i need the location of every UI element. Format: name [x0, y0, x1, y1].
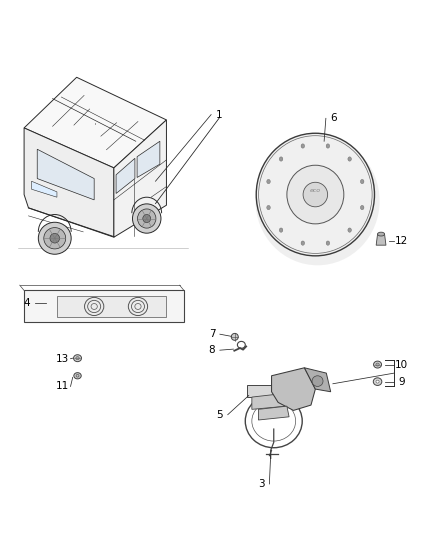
- Circle shape: [279, 157, 283, 161]
- Ellipse shape: [143, 215, 151, 223]
- Polygon shape: [24, 77, 166, 168]
- Text: 8: 8: [208, 345, 215, 355]
- Polygon shape: [258, 406, 289, 420]
- Polygon shape: [24, 128, 114, 237]
- Circle shape: [326, 144, 330, 148]
- Ellipse shape: [74, 355, 81, 361]
- Polygon shape: [247, 385, 278, 397]
- Text: eco: eco: [310, 188, 321, 193]
- Polygon shape: [137, 141, 160, 177]
- Text: 7: 7: [208, 329, 215, 339]
- Ellipse shape: [255, 136, 380, 265]
- Circle shape: [301, 144, 304, 148]
- Polygon shape: [57, 296, 166, 317]
- Text: 6: 6: [330, 114, 337, 123]
- Text: 3: 3: [258, 479, 265, 489]
- Ellipse shape: [50, 233, 60, 243]
- Polygon shape: [24, 290, 184, 322]
- Circle shape: [348, 228, 351, 232]
- Ellipse shape: [132, 204, 161, 233]
- Text: 4: 4: [24, 298, 31, 308]
- Text: 10: 10: [395, 360, 408, 370]
- Ellipse shape: [44, 228, 66, 249]
- Ellipse shape: [378, 232, 385, 236]
- Text: 12: 12: [395, 237, 408, 246]
- Ellipse shape: [231, 334, 238, 340]
- Circle shape: [267, 205, 270, 209]
- Polygon shape: [37, 149, 94, 200]
- Circle shape: [326, 241, 330, 245]
- Polygon shape: [304, 368, 331, 392]
- Ellipse shape: [76, 357, 79, 360]
- Polygon shape: [252, 393, 287, 409]
- Ellipse shape: [287, 165, 344, 224]
- Ellipse shape: [138, 209, 156, 228]
- Text: 11: 11: [56, 382, 69, 391]
- Ellipse shape: [256, 133, 374, 256]
- Text: 9: 9: [398, 377, 405, 387]
- Circle shape: [267, 180, 270, 184]
- Polygon shape: [376, 234, 386, 245]
- Polygon shape: [272, 368, 315, 410]
- Ellipse shape: [374, 361, 381, 368]
- Circle shape: [301, 241, 304, 245]
- Polygon shape: [114, 120, 166, 237]
- Ellipse shape: [39, 222, 71, 254]
- Circle shape: [279, 228, 283, 232]
- Ellipse shape: [376, 363, 379, 366]
- Ellipse shape: [303, 182, 328, 207]
- Circle shape: [348, 157, 351, 161]
- Ellipse shape: [376, 380, 379, 383]
- Circle shape: [360, 180, 364, 184]
- Ellipse shape: [373, 378, 382, 385]
- Text: 5: 5: [216, 410, 223, 419]
- Text: 1: 1: [215, 110, 223, 119]
- Ellipse shape: [74, 373, 81, 379]
- Circle shape: [360, 205, 364, 209]
- Ellipse shape: [312, 376, 323, 386]
- Polygon shape: [32, 181, 57, 197]
- Polygon shape: [116, 158, 135, 193]
- Text: 13: 13: [56, 354, 69, 364]
